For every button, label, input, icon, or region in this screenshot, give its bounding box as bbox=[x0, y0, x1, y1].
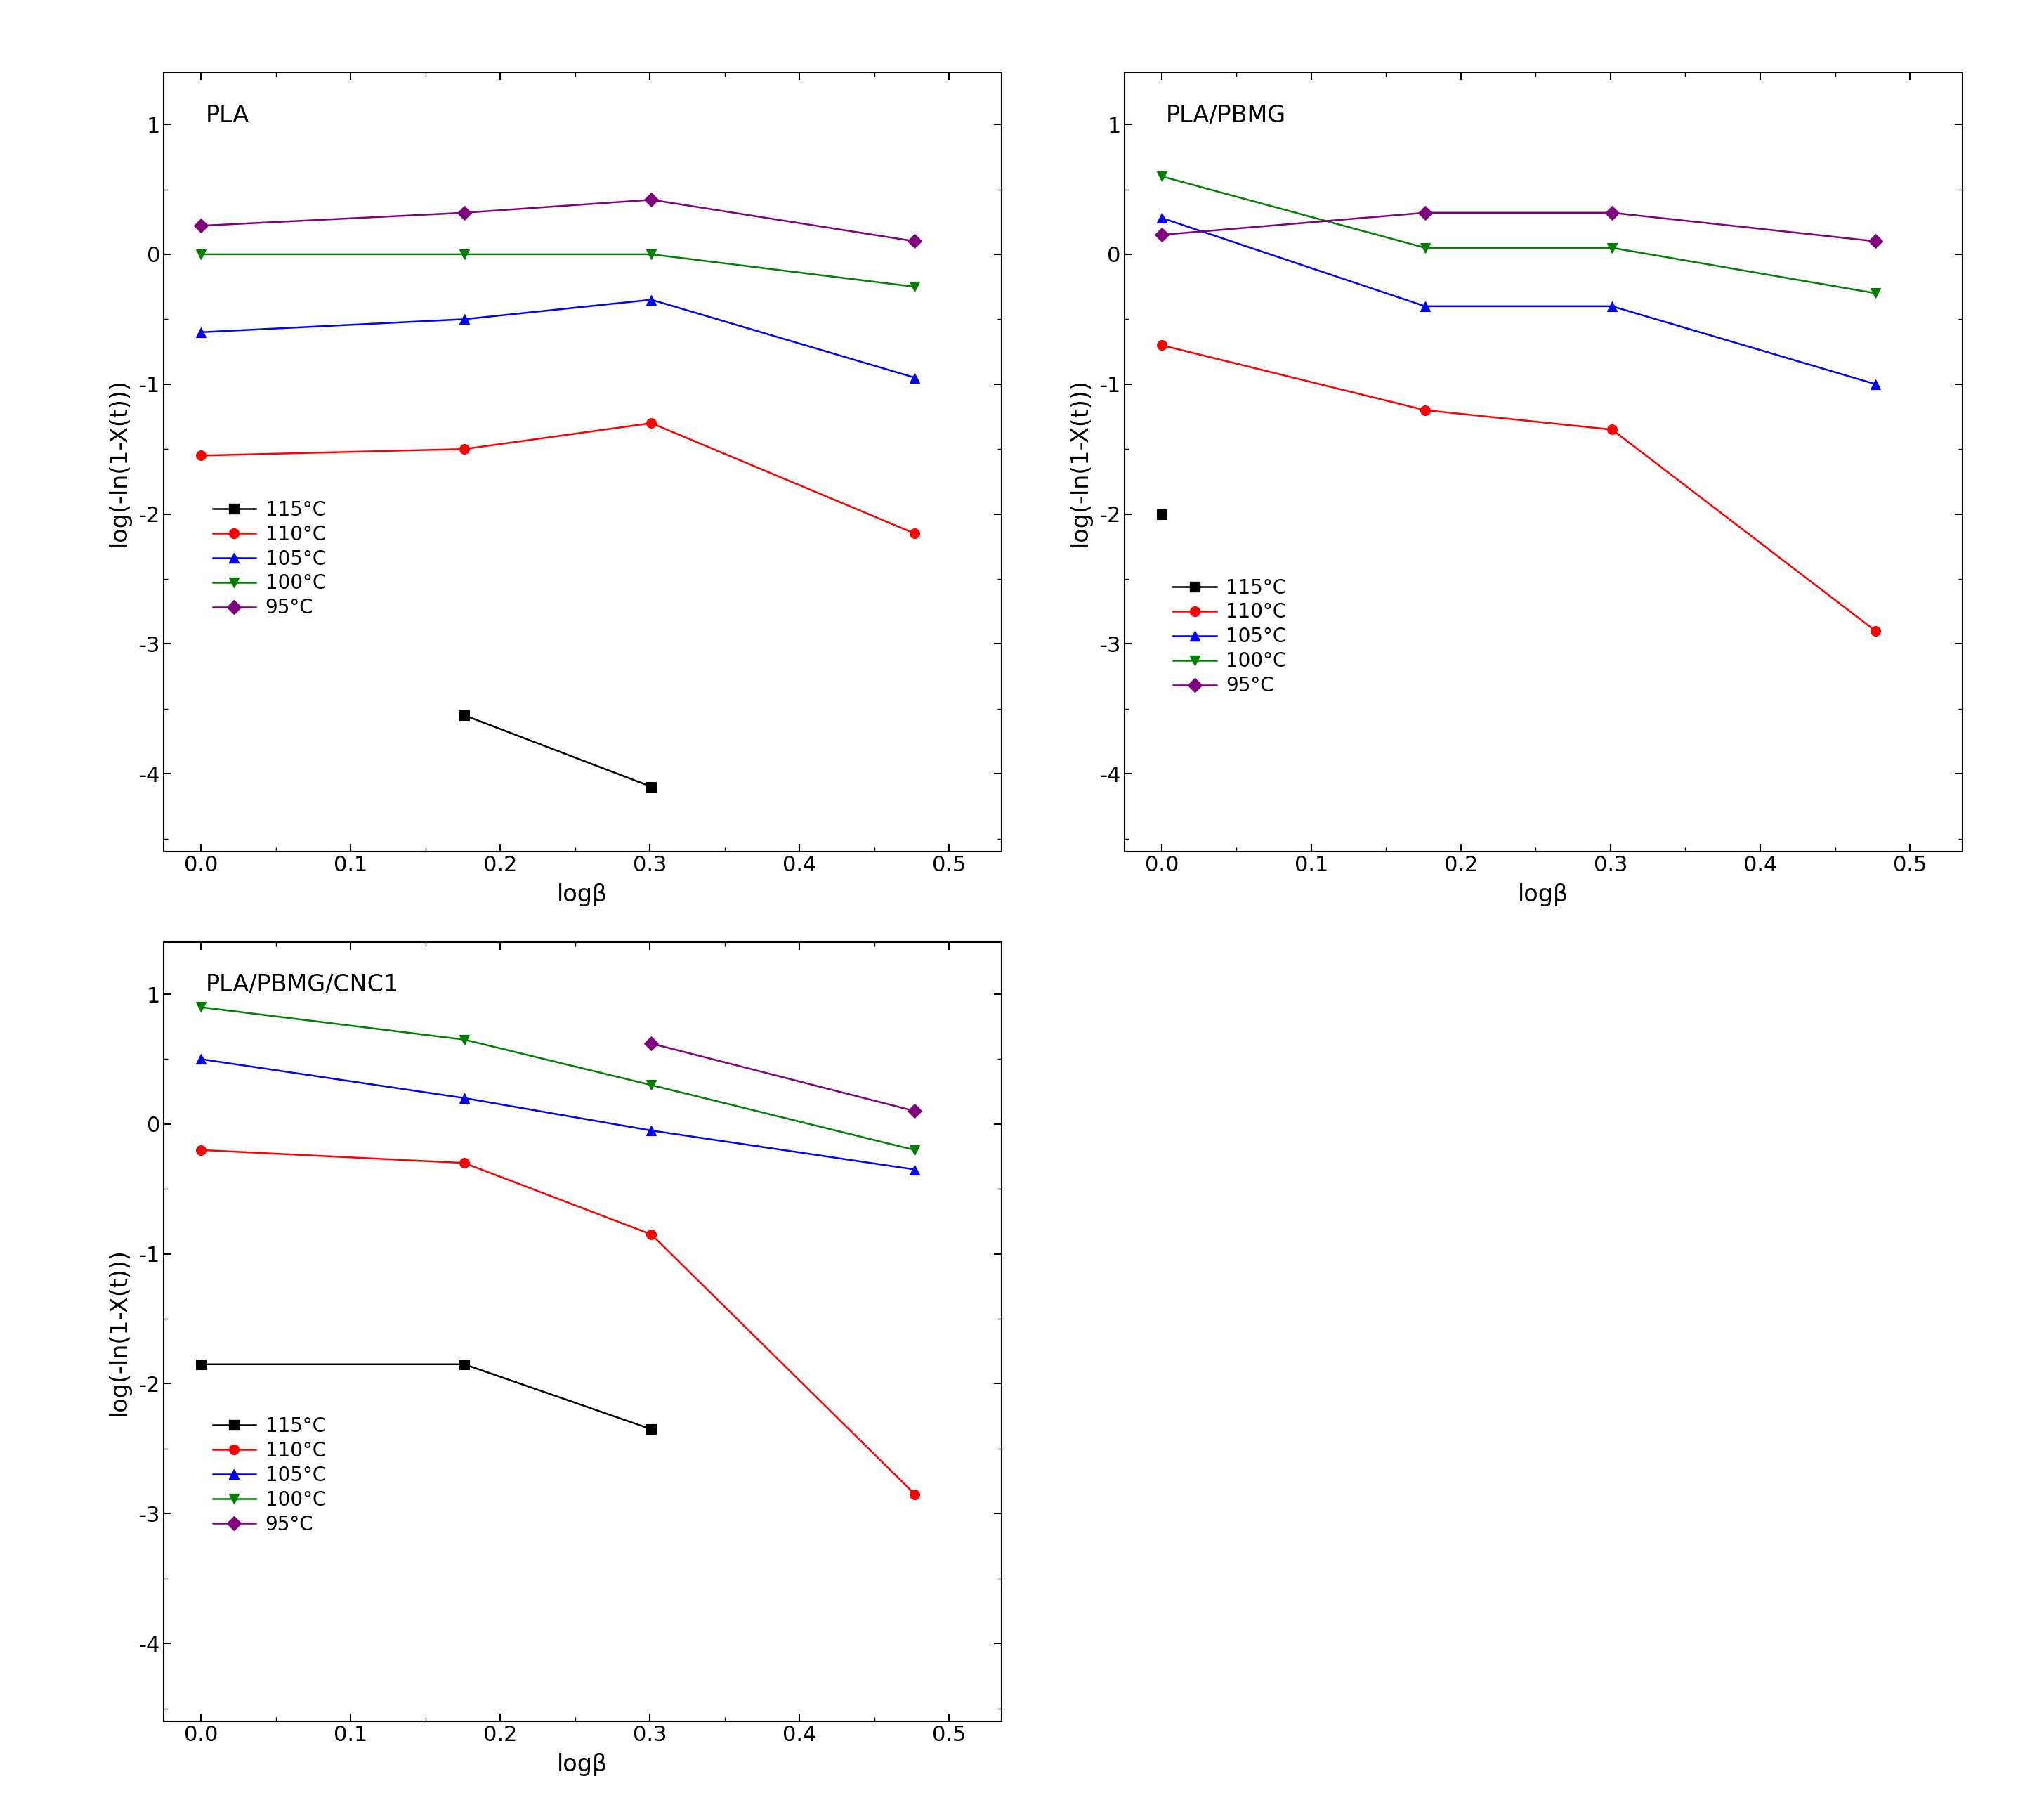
Text: PLA/PBMG/CNC1: PLA/PBMG/CNC1 bbox=[206, 973, 399, 997]
X-axis label: logβ: logβ bbox=[1519, 882, 1568, 906]
Text: PLA/PBMG: PLA/PBMG bbox=[1167, 103, 1286, 127]
Legend: 115°C, 110°C, 105°C, 100°C, 95°C: 115°C, 110°C, 105°C, 100°C, 95°C bbox=[206, 495, 331, 623]
Y-axis label: log(-ln(1-X(t))): log(-ln(1-X(t))) bbox=[108, 379, 131, 545]
Text: PLA: PLA bbox=[206, 103, 249, 127]
Legend: 115°C, 110°C, 105°C, 100°C, 95°C: 115°C, 110°C, 105°C, 100°C, 95°C bbox=[1167, 573, 1292, 701]
Y-axis label: log(-ln(1-X(t))): log(-ln(1-X(t))) bbox=[1069, 379, 1091, 545]
Legend: 115°C, 110°C, 105°C, 100°C, 95°C: 115°C, 110°C, 105°C, 100°C, 95°C bbox=[206, 1410, 331, 1540]
Y-axis label: log(-ln(1-X(t))): log(-ln(1-X(t))) bbox=[108, 1248, 131, 1415]
X-axis label: logβ: logβ bbox=[558, 882, 607, 906]
X-axis label: logβ: logβ bbox=[558, 1752, 607, 1776]
